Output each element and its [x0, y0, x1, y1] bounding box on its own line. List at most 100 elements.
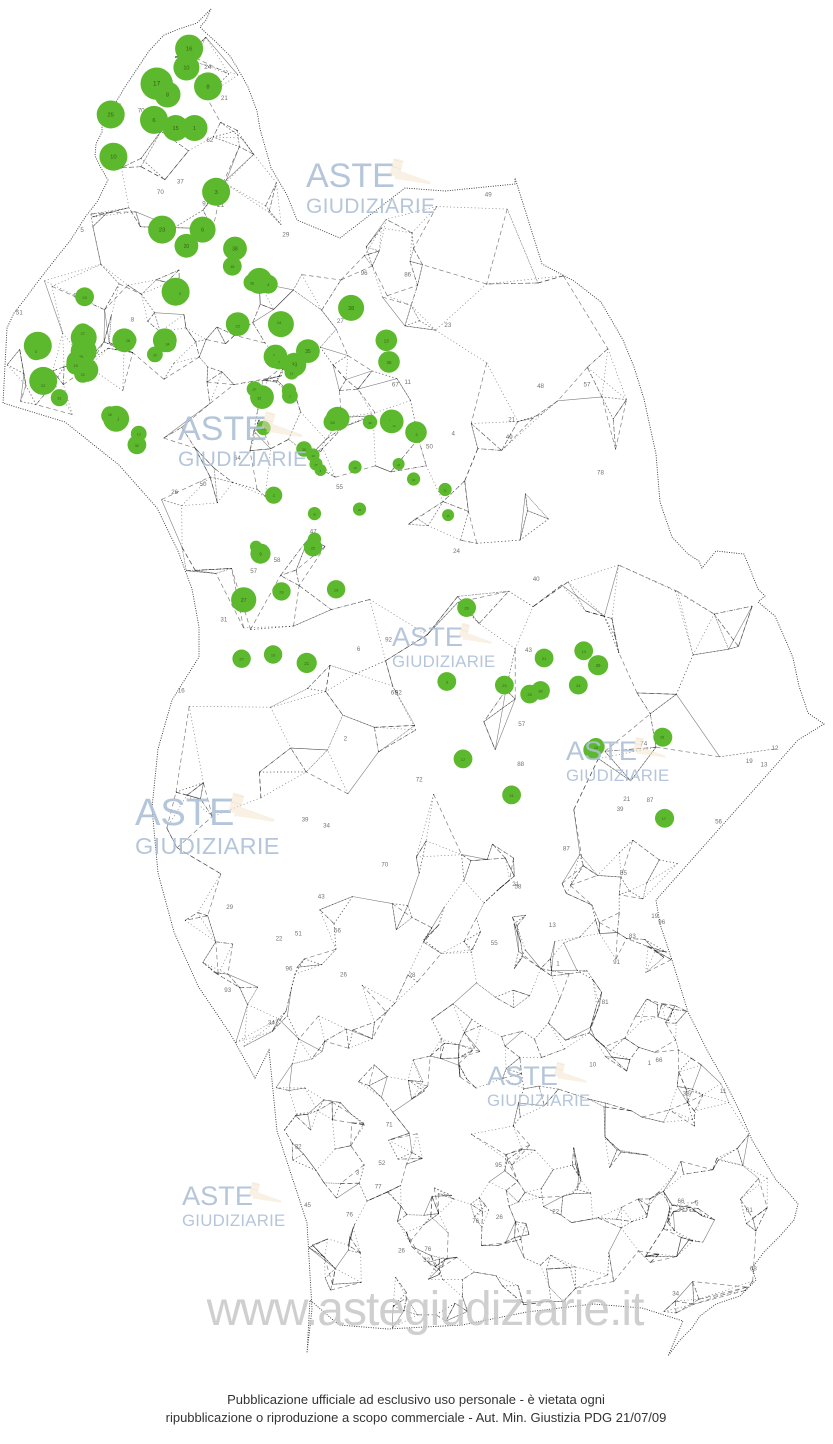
svg-text:25: 25 — [107, 113, 114, 119]
svg-text:2: 2 — [179, 291, 181, 296]
svg-text:8: 8 — [166, 93, 169, 99]
svg-text:12: 12 — [772, 745, 779, 752]
svg-text:GIUDIZIARIE: GIUDIZIARIE — [566, 766, 669, 785]
svg-text:39: 39 — [302, 817, 309, 824]
svg-text:13: 13 — [549, 922, 556, 929]
svg-text:45: 45 — [304, 1202, 311, 1209]
svg-text:26: 26 — [398, 1248, 405, 1255]
svg-text:3: 3 — [416, 433, 418, 437]
svg-text:7: 7 — [278, 361, 280, 365]
svg-text:58: 58 — [274, 557, 281, 564]
svg-text:43: 43 — [525, 647, 532, 654]
svg-text:31: 31 — [57, 397, 61, 401]
svg-text:43: 43 — [318, 893, 325, 900]
svg-text:19: 19 — [334, 587, 338, 592]
svg-text:87: 87 — [647, 797, 654, 804]
svg-text:23: 23 — [159, 228, 166, 234]
svg-text:39: 39 — [368, 421, 372, 425]
svg-text:26: 26 — [340, 972, 347, 979]
svg-text:ASTE: ASTE — [306, 157, 395, 195]
svg-text:76: 76 — [346, 1212, 353, 1219]
svg-text:34: 34 — [672, 1291, 679, 1298]
svg-text:55: 55 — [336, 484, 343, 491]
svg-text:76: 76 — [472, 1218, 479, 1225]
svg-text:12: 12 — [290, 371, 294, 375]
svg-text:ASTE: ASTE — [178, 410, 267, 448]
svg-text:31: 31 — [509, 793, 513, 798]
svg-text:37: 37 — [177, 179, 184, 186]
svg-text:78: 78 — [597, 470, 604, 477]
svg-text:ASTE: ASTE — [182, 1180, 253, 1211]
svg-text:18: 18 — [108, 413, 112, 417]
svg-text:87: 87 — [563, 845, 570, 852]
svg-text:26: 26 — [171, 489, 178, 496]
svg-text:24: 24 — [204, 64, 211, 71]
svg-text:32: 32 — [135, 443, 139, 448]
svg-text:22: 22 — [552, 1209, 559, 1216]
svg-text:70: 70 — [157, 189, 164, 196]
svg-text:22: 22 — [41, 383, 45, 388]
svg-text:34: 34 — [166, 343, 170, 347]
svg-text:15: 15 — [73, 363, 77, 368]
svg-text:21: 21 — [304, 661, 309, 666]
svg-text:26: 26 — [496, 1214, 503, 1221]
svg-text:26: 26 — [464, 606, 468, 611]
svg-text:11: 11 — [405, 379, 412, 386]
svg-text:66: 66 — [678, 1198, 685, 1205]
svg-text:3: 3 — [446, 680, 448, 685]
svg-text:5: 5 — [80, 227, 84, 234]
svg-text:GIUDIZIARIE: GIUDIZIARIE — [182, 1211, 285, 1230]
svg-text:34: 34 — [323, 822, 330, 829]
svg-text:70: 70 — [381, 862, 388, 869]
svg-text:3: 3 — [356, 1170, 360, 1177]
svg-text:39: 39 — [617, 806, 624, 813]
svg-text:GIUDIZIARIE: GIUDIZIARIE — [178, 448, 307, 471]
svg-text:ASTE: ASTE — [487, 1060, 558, 1091]
svg-text:18: 18 — [230, 264, 234, 269]
svg-text:36: 36 — [386, 360, 392, 365]
svg-text:2: 2 — [344, 735, 348, 742]
svg-text:52: 52 — [378, 1160, 385, 1167]
svg-text:29: 29 — [226, 904, 233, 911]
svg-text:35: 35 — [305, 349, 311, 355]
svg-text:65: 65 — [620, 870, 627, 877]
svg-text:15: 15 — [173, 126, 179, 132]
svg-text:5: 5 — [695, 1199, 699, 1206]
svg-text:23: 23 — [444, 322, 451, 329]
svg-text:32: 32 — [257, 397, 261, 401]
svg-text:27: 27 — [81, 331, 85, 336]
svg-text:29: 29 — [596, 663, 601, 668]
svg-text:38: 38 — [232, 247, 238, 253]
svg-text:93: 93 — [224, 987, 231, 994]
svg-text:32: 32 — [423, 1257, 430, 1264]
svg-text:1: 1 — [556, 960, 560, 967]
svg-text:12: 12 — [393, 424, 397, 428]
svg-text:28: 28 — [409, 972, 416, 979]
svg-text:4: 4 — [452, 431, 456, 438]
svg-text:77: 77 — [375, 1184, 382, 1191]
svg-text:72: 72 — [416, 776, 423, 783]
svg-text:66: 66 — [656, 1057, 663, 1064]
svg-text:27: 27 — [337, 318, 344, 325]
svg-text:GIUDIZIARIE: GIUDIZIARIE — [392, 652, 495, 671]
svg-text:51: 51 — [295, 931, 302, 938]
svg-text:8: 8 — [131, 317, 135, 324]
svg-text:27: 27 — [239, 657, 243, 662]
svg-text:81: 81 — [602, 999, 609, 1006]
svg-text:23: 23 — [502, 683, 506, 688]
svg-text:28: 28 — [126, 339, 130, 343]
svg-text:62: 62 — [206, 137, 213, 144]
svg-text:28: 28 — [660, 736, 664, 740]
svg-text:www.astegiudiziarie.it: www.astegiudiziarie.it — [206, 1283, 645, 1336]
svg-text:GIUDIZIARIE: GIUDIZIARIE — [487, 1091, 590, 1110]
svg-text:20: 20 — [184, 244, 190, 250]
svg-text:7: 7 — [289, 395, 291, 399]
svg-text:10: 10 — [589, 1062, 596, 1069]
svg-text:16: 16 — [186, 47, 193, 53]
svg-text:22: 22 — [236, 324, 240, 329]
svg-text:61: 61 — [746, 1207, 753, 1214]
svg-text:13: 13 — [761, 761, 768, 768]
svg-text:22: 22 — [276, 936, 283, 943]
svg-text:6: 6 — [357, 646, 361, 653]
svg-text:92: 92 — [395, 689, 402, 696]
